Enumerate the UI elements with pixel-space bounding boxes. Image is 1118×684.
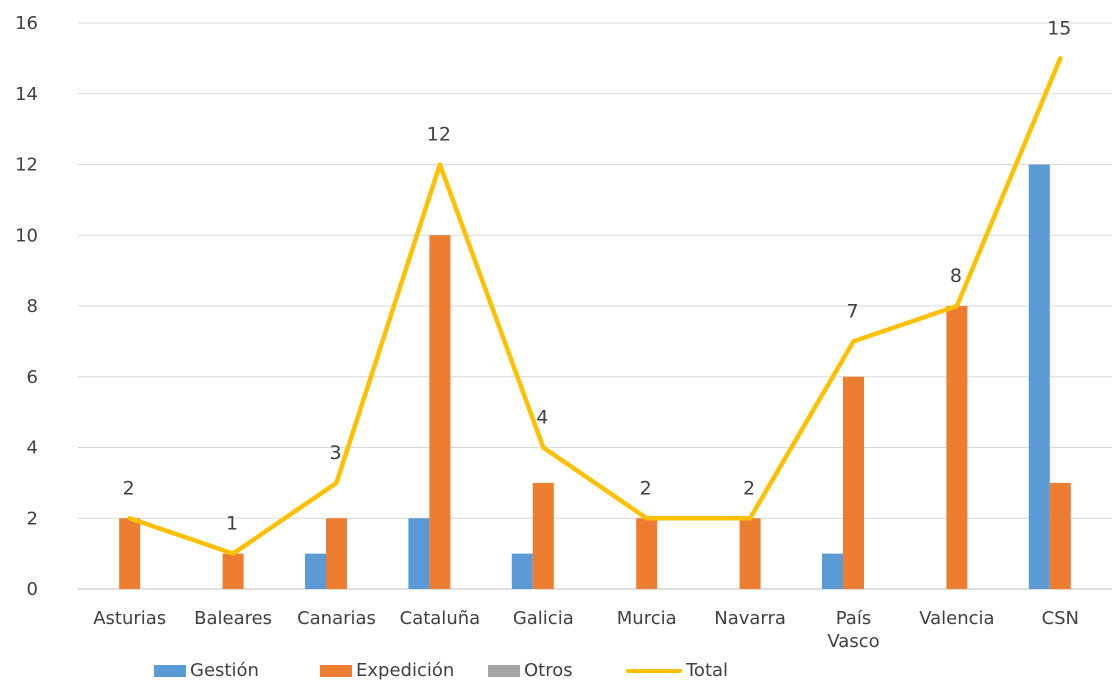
line-series-total	[127, 56, 1063, 556]
bar-gestión	[822, 553, 843, 589]
legend-label: Expedición	[356, 660, 455, 681]
total-data-label: 4	[536, 407, 548, 429]
legend: Gestión Expedición Otros Total	[0, 660, 1118, 684]
data-labels: 2 1 3 12 4 2 2 7 8 15	[123, 17, 1072, 534]
x-tick-label: Navarra	[714, 608, 786, 629]
legend-item-otros: Otros	[488, 660, 573, 681]
y-tick-label: 16	[15, 13, 38, 34]
legend-item-expedición: Expedición	[320, 660, 454, 681]
total-data-label: 3	[329, 442, 341, 464]
x-tick-label: País	[836, 608, 871, 629]
total-data-label: 15	[1047, 17, 1071, 39]
total-data-label: 2	[640, 477, 652, 499]
legend-label: Total	[686, 660, 729, 681]
bar-gestión	[408, 518, 430, 589]
x-tick-label: Galicia	[513, 608, 574, 629]
bar-expedición	[946, 306, 968, 589]
bar-expedición	[843, 376, 864, 589]
x-axis-ticks: Asturias Baleares Canarias Cataluña Galicia M…	[93, 608, 1079, 652]
x-tick-label: Murcia	[617, 608, 677, 629]
gridlines	[78, 22, 1112, 590]
total-data-label: 2	[123, 477, 135, 499]
bar-gestión	[305, 553, 326, 589]
y-tick-label: 6	[27, 367, 38, 388]
bar-expedición	[222, 553, 244, 589]
bar-expedición	[326, 518, 347, 589]
total-data-label: 12	[427, 124, 451, 146]
legend-swatch	[626, 668, 682, 673]
bar-expedición	[429, 235, 451, 589]
total-data-label: 2	[743, 477, 755, 499]
x-tick-label: Canarias	[297, 608, 376, 629]
x-tick-label: CSN	[1042, 608, 1079, 629]
legend-item-total: Total	[626, 660, 728, 681]
y-tick-label: 14	[15, 84, 38, 105]
legend-item-gestión: Gestión	[154, 660, 259, 681]
legend-swatch	[154, 664, 186, 677]
y-tick-label: 2	[27, 508, 38, 529]
bar-expedición	[1049, 482, 1071, 589]
total-data-label: 1	[226, 513, 238, 535]
y-tick-label: 12	[15, 155, 38, 176]
legend-swatch	[488, 664, 520, 677]
bar-gestión	[511, 553, 533, 589]
total-data-label: 7	[846, 300, 858, 322]
y-tick-label: 0	[27, 579, 38, 600]
bar-expedición	[739, 518, 761, 589]
x-tick-label: Valencia	[919, 608, 994, 629]
legend-swatch	[320, 664, 352, 677]
x-tick-label: Baleares	[194, 608, 272, 629]
bar-expedición	[636, 518, 658, 589]
y-axis-ticks: 0 2 4 6 8 10 12 14 16	[15, 13, 38, 600]
bars	[119, 164, 1071, 589]
x-tick-label: Asturias	[93, 608, 166, 629]
legend-label: Gestión	[190, 660, 259, 681]
total-line	[127, 56, 1063, 556]
bar-expedición	[119, 518, 141, 589]
bar-gestión	[1028, 164, 1050, 589]
bar-expedición	[532, 482, 554, 589]
x-tick-label: Vasco	[827, 631, 879, 652]
y-tick-label: 8	[27, 296, 38, 317]
legend-label: Otros	[524, 660, 573, 681]
y-tick-label: 10	[15, 225, 38, 246]
x-tick-label: Cataluña	[400, 608, 481, 629]
total-data-label: 8	[950, 265, 962, 287]
y-tick-label: 4	[27, 438, 38, 459]
chart: 0 2 4 6 8 10 12 14 16 2 1 3 12 4 2 2 7 8 15 Asturias Balea…	[15, 13, 1112, 652]
